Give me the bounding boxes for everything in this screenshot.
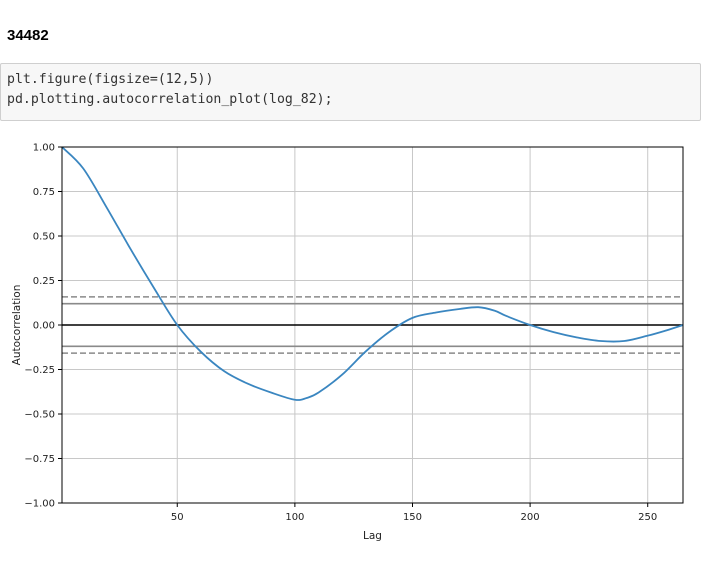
tick-labels: 50 100 150 200 250 1.00 0.75 0.50 0.25 0.00 −0.25 −… bbox=[24, 143, 657, 524]
code-line-1: plt.figure(figsize=(12,5)) bbox=[7, 72, 214, 87]
y-tick-label: −0.50 bbox=[24, 410, 55, 421]
y-tick-label: −0.75 bbox=[24, 454, 55, 465]
y-tick-label: 0.00 bbox=[33, 321, 55, 332]
x-tick-label: 50 bbox=[171, 512, 184, 523]
x-tick-label: 150 bbox=[403, 512, 422, 523]
x-axis-label: Lag bbox=[363, 530, 382, 542]
autocorrelation-chart: 50 100 150 200 250 1.00 0.75 0.50 0.25 0.00 −0.25 −… bbox=[11, 143, 684, 542]
x-tick-label: 200 bbox=[521, 512, 540, 523]
y-tick-label: 0.75 bbox=[33, 187, 55, 198]
x-tick-label: 250 bbox=[638, 512, 657, 523]
y-tick-label: −0.25 bbox=[24, 365, 55, 376]
page-heading: 34482 bbox=[7, 27, 49, 44]
autocorrelation-series-line bbox=[61, 146, 684, 401]
y-tick-label: 1.00 bbox=[33, 143, 55, 154]
code-line-2: pd.plotting.autocorrelation_plot(log_82)… bbox=[7, 92, 333, 107]
y-tick-label: 0.50 bbox=[33, 232, 55, 243]
y-tick-label: 0.25 bbox=[33, 276, 55, 287]
x-tick-label: 100 bbox=[285, 512, 304, 523]
y-axis-label: Autocorrelation bbox=[11, 285, 23, 366]
series-layer bbox=[61, 146, 684, 401]
code-cell[interactable]: plt.figure(figsize=(12,5)) pd.plotting.a… bbox=[0, 63, 701, 121]
y-tick-label: −1.00 bbox=[24, 499, 55, 510]
